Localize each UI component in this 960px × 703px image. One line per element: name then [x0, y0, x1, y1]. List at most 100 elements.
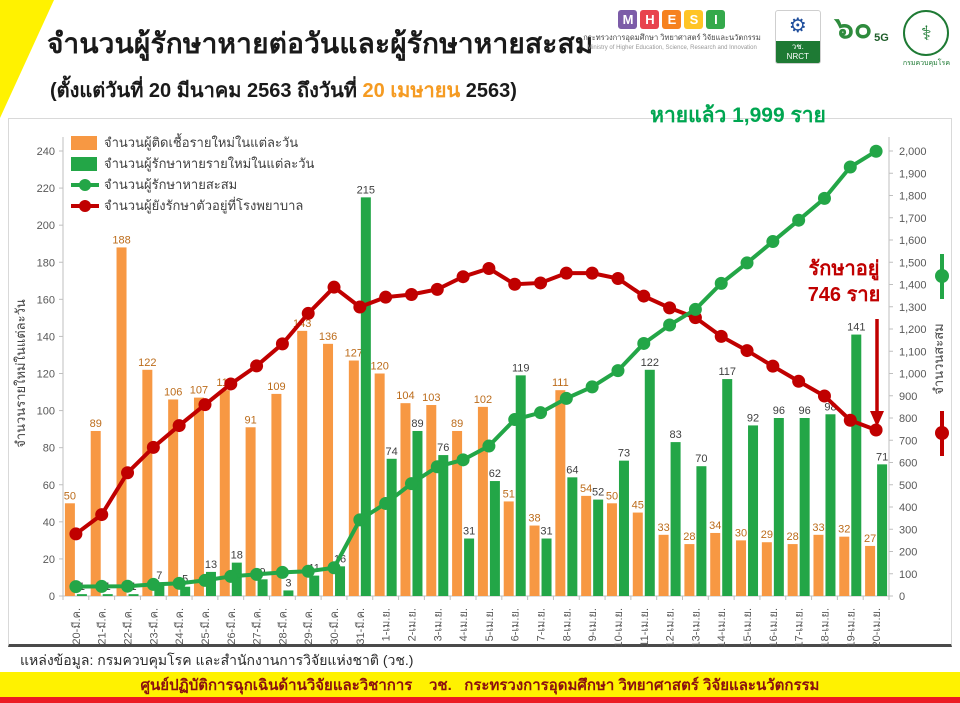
line-point — [869, 423, 883, 437]
bar-value-label: 107 — [190, 385, 208, 397]
line-point — [121, 466, 135, 480]
anniversary-number: ๖๐ — [834, 12, 873, 45]
bar — [142, 369, 153, 596]
line-point — [353, 300, 367, 314]
bar-value-label: 76 — [437, 442, 449, 454]
bar — [128, 594, 139, 596]
line-cumulative-recovered — [69, 144, 883, 594]
bar-value-label: 33 — [812, 522, 824, 534]
bar — [245, 427, 256, 596]
line-point — [146, 577, 160, 591]
bar — [529, 525, 540, 596]
nrct-acronym-en: NRCT — [786, 52, 809, 61]
bar-value-label: 62 — [489, 468, 501, 480]
bar-value-label: 119 — [512, 362, 530, 374]
bar-value-label: 50 — [64, 490, 76, 502]
bar-value-label: 50 — [606, 490, 618, 502]
page-title: จำนวนผู้รักษาหายต่อวันและผู้รักษาหายสะสม — [47, 28, 594, 59]
bar-value-label: 103 — [422, 392, 440, 404]
line-point — [275, 337, 289, 351]
left-axis-tick-label: 60 — [43, 480, 55, 492]
x-axis-date-label: 6-เม.ย. — [510, 608, 522, 641]
line-point — [663, 301, 677, 315]
bar-value-label: 136 — [319, 331, 337, 343]
bar — [205, 571, 216, 596]
bar — [722, 379, 733, 596]
bar-value-label: 33 — [657, 522, 669, 534]
bar — [773, 418, 784, 596]
yellow-corner-decoration — [0, 0, 54, 118]
right-axis-tick-label: 1,300 — [899, 302, 927, 314]
line-point — [714, 329, 728, 343]
nrct-gear-emblem-icon: ⚙ — [788, 15, 807, 37]
line-point — [534, 406, 548, 420]
right-axis-red-indicator-dot — [935, 426, 949, 440]
bar-value-label: 111 — [552, 377, 569, 389]
line-point — [121, 579, 135, 593]
bars-recovered: 1117513189311162157489763162119316452731… — [76, 184, 888, 596]
bar-value-label: 31 — [540, 526, 552, 538]
x-axis-date-label: 21-มี.ค. — [96, 608, 109, 645]
bar-value-label: 28 — [787, 531, 799, 543]
right-axis-tick-label: 2,000 — [899, 146, 927, 158]
right-axis-tick-label: 1,600 — [899, 235, 927, 247]
bar-value-label: 106 — [164, 386, 182, 398]
line-point — [688, 302, 702, 316]
line-point — [663, 318, 677, 332]
bar-value-label: 70 — [695, 453, 707, 465]
x-axis-date-label: 11-เม.ย. — [639, 608, 651, 647]
legend-swatch — [71, 157, 97, 171]
mhesi-letter-s: S — [684, 10, 704, 29]
annotation-hospitalized-count: 746 ราย — [807, 284, 881, 306]
line-point — [843, 160, 857, 174]
bar-value-label: 122 — [641, 357, 659, 369]
bar-value-label: 71 — [876, 451, 888, 463]
x-axis-date-label: 30-มี.ค. — [328, 608, 341, 645]
annotation-still-hospitalized: รักษาอยู่ 746 ราย — [786, 256, 902, 308]
right-axis-tick-label: 600 — [899, 458, 917, 470]
line-point — [766, 359, 780, 373]
bar — [168, 399, 179, 596]
left-axis-tick-label: 40 — [43, 517, 55, 529]
line-point — [611, 271, 625, 285]
footer-red-stripe — [0, 697, 960, 703]
x-axis-date-label: 31-มี.ค. — [354, 608, 367, 645]
line-point — [198, 573, 212, 587]
bar-value-label: 96 — [799, 405, 811, 417]
bar-value-label: 122 — [138, 357, 156, 369]
line-point — [817, 191, 831, 205]
bar-value-label: 89 — [451, 418, 463, 430]
line-point — [353, 513, 367, 527]
left-axis-tick-label: 160 — [37, 294, 55, 306]
bar — [632, 512, 643, 596]
bar — [412, 430, 423, 596]
footer-banner-text: ศูนย์ปฏิบัติการฉุกเฉินด้านวิจัยและวิชากา… — [140, 676, 820, 694]
x-axis-date-label: 29-มี.ค. — [302, 608, 315, 645]
line-point — [843, 413, 857, 427]
nrct-logo: ⚙ วช. NRCT — [774, 10, 821, 64]
x-axis-date-label: 5-เม.ย. — [484, 608, 496, 641]
line-point — [172, 576, 186, 590]
bar — [658, 534, 669, 596]
bar — [761, 542, 772, 596]
legend-swatch — [71, 136, 97, 150]
line-point — [740, 344, 754, 358]
x-axis-date-label: 3-เม.ย. — [432, 608, 444, 641]
line-point — [637, 336, 651, 350]
legend-label: จำนวนผู้รักษาหายสะสม — [104, 177, 237, 193]
x-axis-date-label: 25-มี.ค. — [199, 608, 212, 645]
line-point — [534, 276, 548, 290]
bar — [865, 545, 876, 596]
bar — [644, 369, 655, 596]
line-point — [869, 144, 883, 158]
line-hospitalized — [69, 261, 883, 541]
chart-panel: 0 20 40 60 80 100 120 140 160 180 200 220 240 0 100 200… — [8, 118, 952, 647]
bar — [799, 418, 810, 596]
bar — [323, 343, 334, 596]
right-axis-tick-label: 1,500 — [899, 257, 927, 269]
line-point — [508, 413, 522, 427]
bar-value-label: 52 — [592, 487, 604, 499]
line-point — [792, 213, 806, 227]
bar-value-label: 45 — [632, 500, 644, 512]
bar — [825, 414, 836, 596]
